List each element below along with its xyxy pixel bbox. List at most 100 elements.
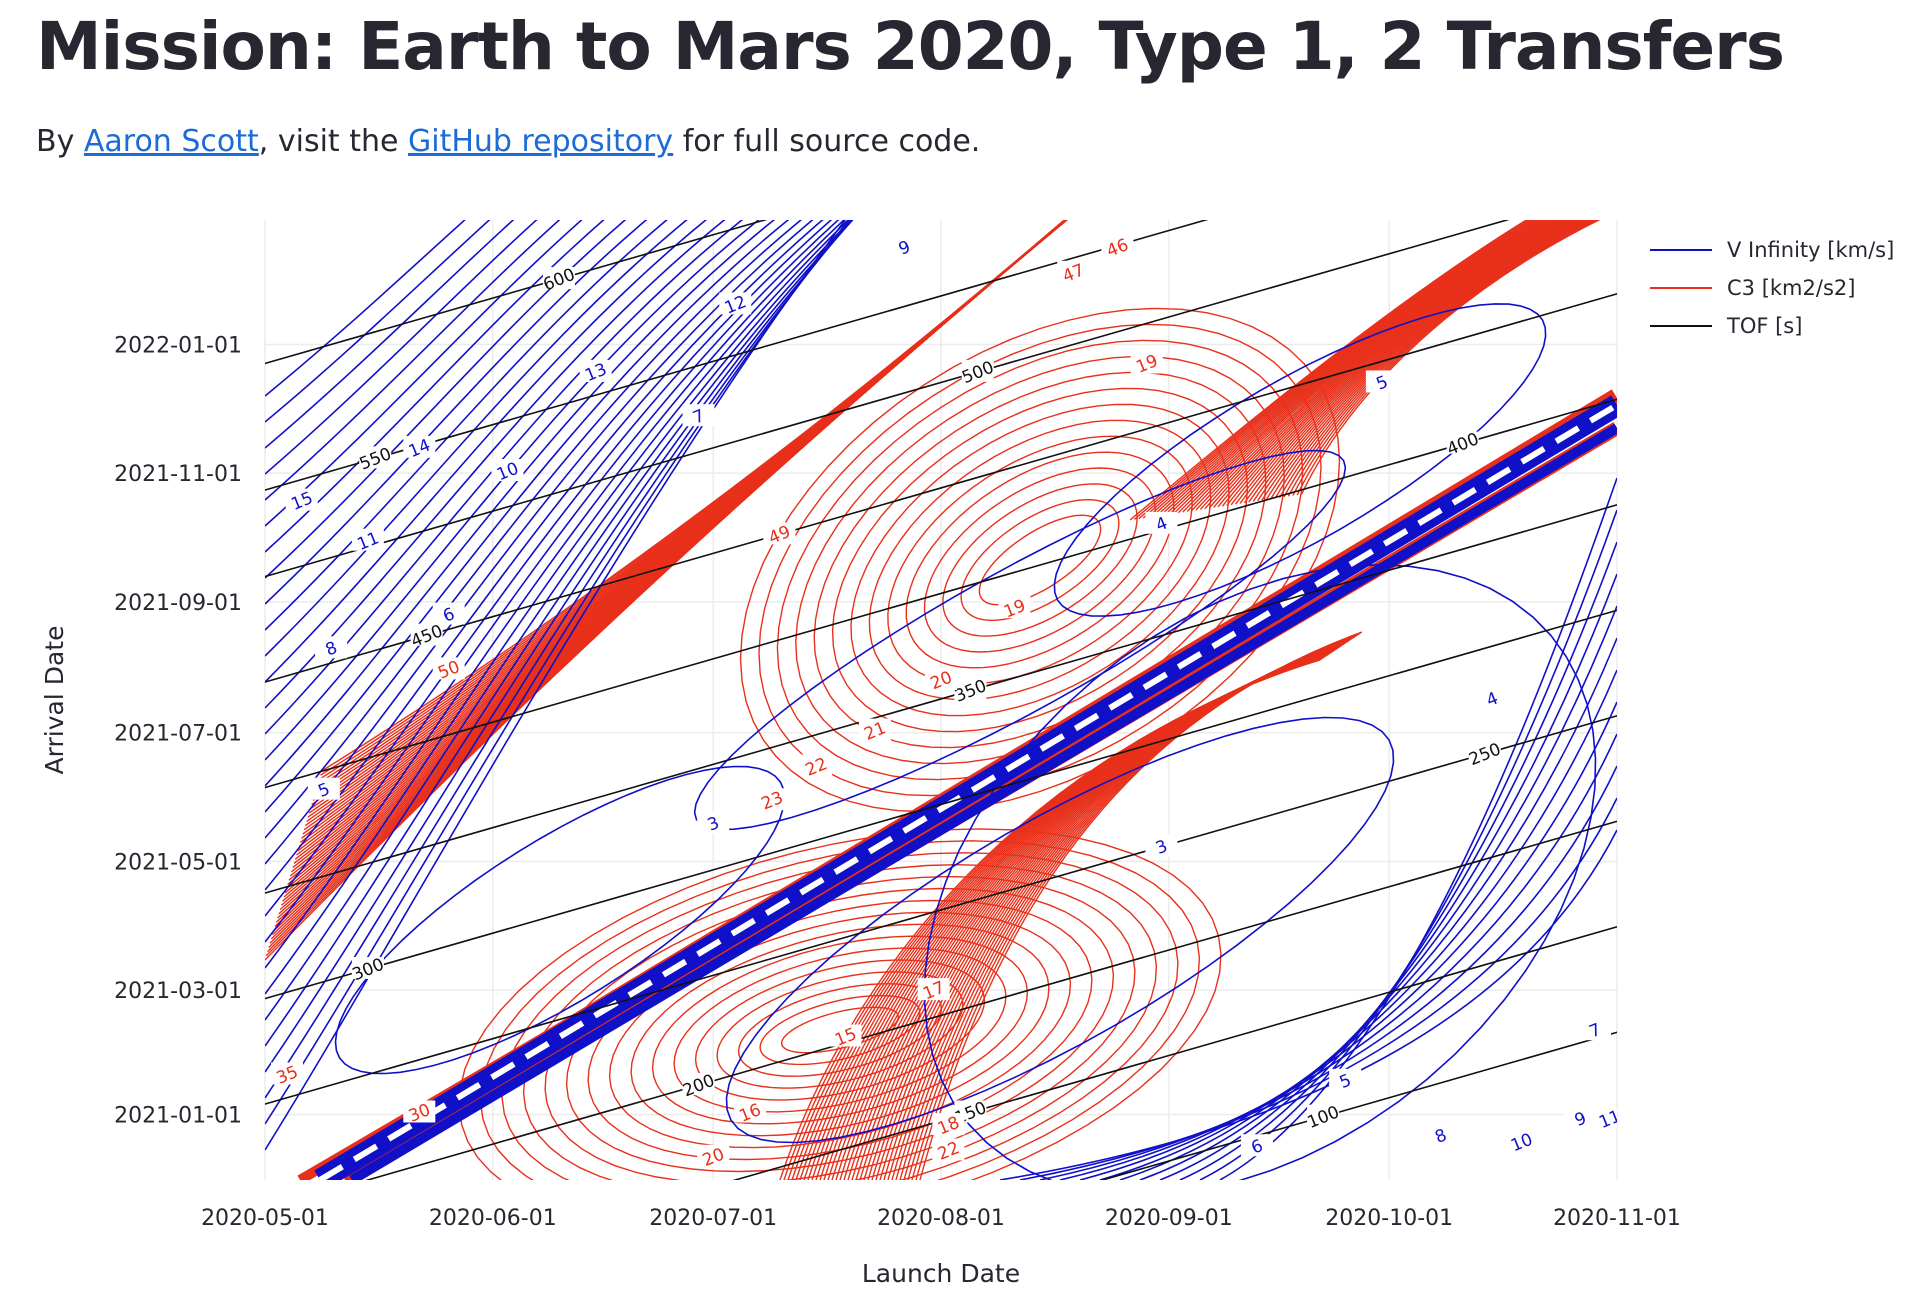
c3-label-bg [829, 1024, 862, 1047]
vinf-label-bg [719, 292, 752, 315]
vinf-contour [265, 220, 847, 1151]
vinf-contour [265, 220, 850, 995]
c3-contour [1169, 220, 1549, 515]
c3-contour [317, 220, 1066, 785]
legend-entry[interactable]: TOF [s] [1726, 314, 1802, 338]
vinf-contour [265, 220, 846, 969]
vinf-singular-gap [318, 402, 1617, 1180]
c3-contour [1213, 220, 1568, 508]
vinf-label-bg [682, 404, 715, 427]
tof-label-bg [1446, 431, 1479, 454]
c3-contour [978, 514, 1102, 606]
y-tick-label: 2021-05-01 [114, 850, 242, 875]
tof-contours [265, 220, 1617, 1180]
x-tick-label: 2020-08-01 [877, 1206, 1005, 1231]
vinf-contour [725, 716, 1395, 1144]
vinf-contour [265, 220, 833, 917]
c3-contour [813, 371, 1267, 749]
author-link[interactable]: Aaron Scott [83, 124, 259, 159]
vinf-contour [265, 220, 854, 1047]
vinf-label-bg [1593, 1106, 1617, 1129]
vinf-contour [265, 220, 776, 787]
tof-contour [265, 714, 1617, 1105]
vinf-contour [1019, 797, 1617, 1180]
vinf-contour [1179, 541, 1617, 1180]
tof-label-bg [682, 1073, 715, 1096]
vinf-label-bg [351, 528, 384, 551]
c3-contour [1235, 220, 1577, 505]
c3-label-bg [697, 1144, 730, 1167]
c3-contour [544, 875, 1136, 1180]
vinf-contour [265, 220, 561, 501]
vinf-contour [923, 563, 1597, 1180]
c3-contour [1300, 220, 1601, 495]
c3-contour [831, 387, 1249, 733]
byline-middle: , visit the [258, 124, 408, 159]
c3-contour [1265, 220, 1589, 500]
byline: By Aaron Scott, visit the GitHub reposit… [36, 124, 980, 159]
vinf-contour [265, 220, 790, 813]
c3-contour [887, 435, 1193, 685]
vinf-label-bg [1564, 1106, 1597, 1129]
vinf-contour [1099, 669, 1617, 1180]
c3-contour [1274, 220, 1592, 499]
x-tick-label: 2020-11-01 [1553, 1206, 1681, 1231]
vinf-label-bg [491, 459, 524, 482]
c3-contour [1142, 220, 1535, 519]
c3-label-bg [403, 1100, 436, 1123]
tof-label-bg [954, 678, 987, 701]
x-axis-ticks: 2020-05-01 2020-06-01 2020-07-01 2020-08-01… [201, 1206, 1681, 1231]
vinf-contour [1119, 637, 1617, 1180]
c3-contour [1164, 220, 1547, 516]
tof-contour [265, 220, 1209, 491]
vinf-contour [265, 220, 760, 761]
c3-label-bg [271, 1062, 304, 1085]
vinf-contour [265, 220, 840, 943]
c3-contour [868, 419, 1212, 701]
vinf-label-bg [1145, 511, 1178, 534]
c3-contour [1261, 220, 1587, 501]
c3-contour [1129, 220, 1528, 521]
x-tick-label: 2020-05-01 [201, 1206, 329, 1231]
legend-entry[interactable]: C3 [km2/s2] [1727, 276, 1855, 300]
c3-contour [1296, 220, 1600, 496]
c3-contour [307, 220, 1066, 818]
tof-label-bg [410, 623, 443, 646]
c3-contour [1182, 220, 1555, 513]
tof-contour [364, 820, 1617, 1180]
c3-contour [1138, 220, 1533, 520]
byline-prefix: By [36, 124, 84, 159]
vinf-contour [265, 220, 538, 475]
c3-contour [1151, 220, 1540, 518]
plot-area: 1001502002503003504004505005506001511141… [265, 220, 1624, 1180]
vinf-contour [334, 765, 786, 1075]
vinf-contour [265, 220, 668, 631]
vinf-label-bg [888, 235, 921, 258]
vinf-contour [1159, 573, 1617, 1180]
vinf-label-bg [307, 777, 340, 800]
tof-label-bg [359, 446, 392, 469]
c3-contour [1217, 220, 1570, 508]
vinf-label-bg [403, 435, 436, 458]
legend-entry[interactable]: V Infinity [km/s] [1727, 238, 1894, 262]
c3-contour [1177, 220, 1553, 514]
c3-contour [923, 467, 1157, 653]
y-tick-label: 2021-09-01 [114, 591, 242, 616]
c3-contour [1248, 220, 1582, 503]
legend[interactable]: V Infinity [km/s] C3 [km2/s2] TOF [s] [1650, 238, 1894, 338]
byline-suffix: for full source code. [673, 124, 981, 159]
c3-contour [737, 983, 943, 1077]
vinf-label-bg [579, 359, 612, 382]
vinf-label-bg [1240, 1134, 1273, 1157]
c3-label-bg [763, 522, 796, 545]
c3-label-bg [1057, 260, 1090, 283]
vinf-contour [1219, 477, 1617, 1180]
tof-contour [265, 220, 768, 365]
c3-contour [1283, 220, 1595, 498]
x-tick-label: 2020-06-01 [429, 1206, 557, 1231]
vinf-contour [265, 220, 814, 865]
tof-contour [1099, 1031, 1617, 1180]
vinf-label: 11 [1596, 1106, 1624, 1133]
repo-link[interactable]: GitHub repository [407, 124, 674, 159]
tof-contour [265, 504, 1617, 894]
